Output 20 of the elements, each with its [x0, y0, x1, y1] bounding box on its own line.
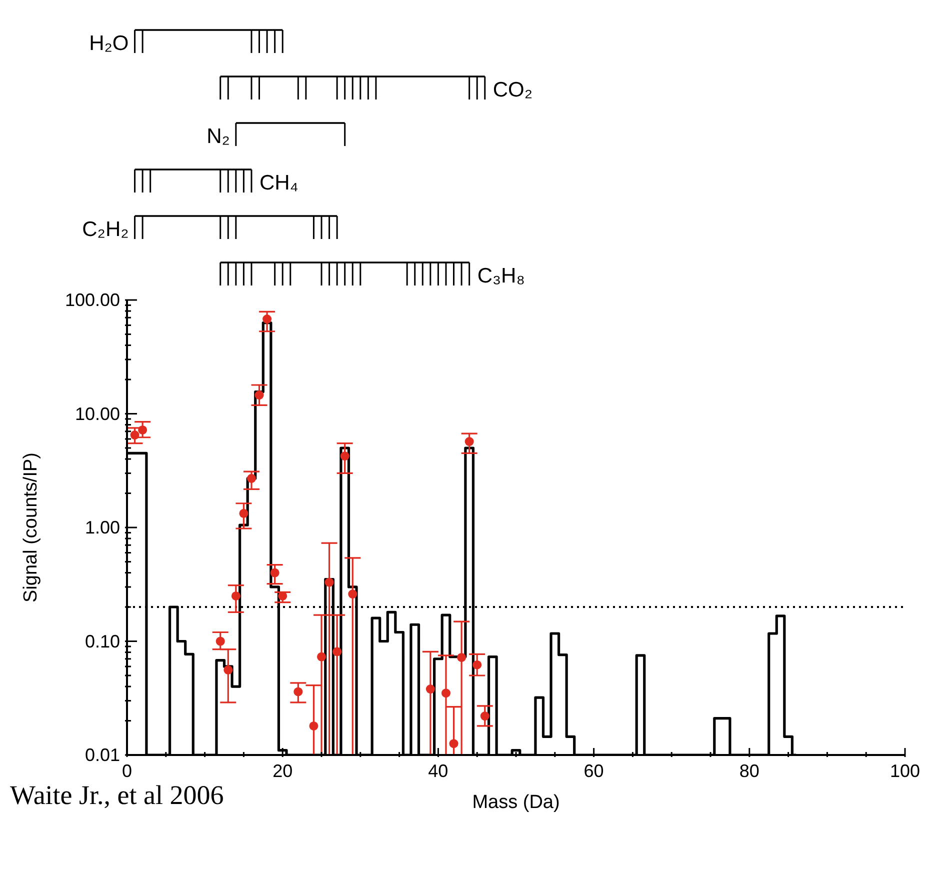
x-tick-label: 20 — [272, 761, 293, 781]
x-tick-label: 0 — [122, 761, 132, 781]
y-tick-label: 100.00 — [64, 290, 120, 310]
y-tick-label: 0.10 — [84, 631, 120, 652]
x-tick-label: 40 — [428, 761, 448, 781]
text: CH₄ — [259, 172, 298, 194]
y-tick-label: 0.01 — [84, 745, 120, 765]
text: C₂H₂ — [82, 218, 129, 241]
y-tick-label: 1.00 — [84, 518, 120, 538]
y-tick-label: 10.00 — [74, 404, 120, 424]
text: C₃H₈ — [477, 264, 525, 288]
text: H₂O — [89, 32, 129, 55]
y-axis-title: Signal (counts/IP) — [20, 452, 42, 602]
text: N₂ — [206, 125, 230, 148]
text: CO₂ — [492, 78, 533, 102]
x-tick-label: 60 — [584, 761, 604, 781]
x-tick-label: 100 — [890, 761, 920, 781]
text: Waite Jr., et al 2006 — [10, 780, 224, 811]
x-axis-title: Mass (Da) — [472, 792, 560, 813]
x-tick-label: 80 — [739, 761, 760, 781]
